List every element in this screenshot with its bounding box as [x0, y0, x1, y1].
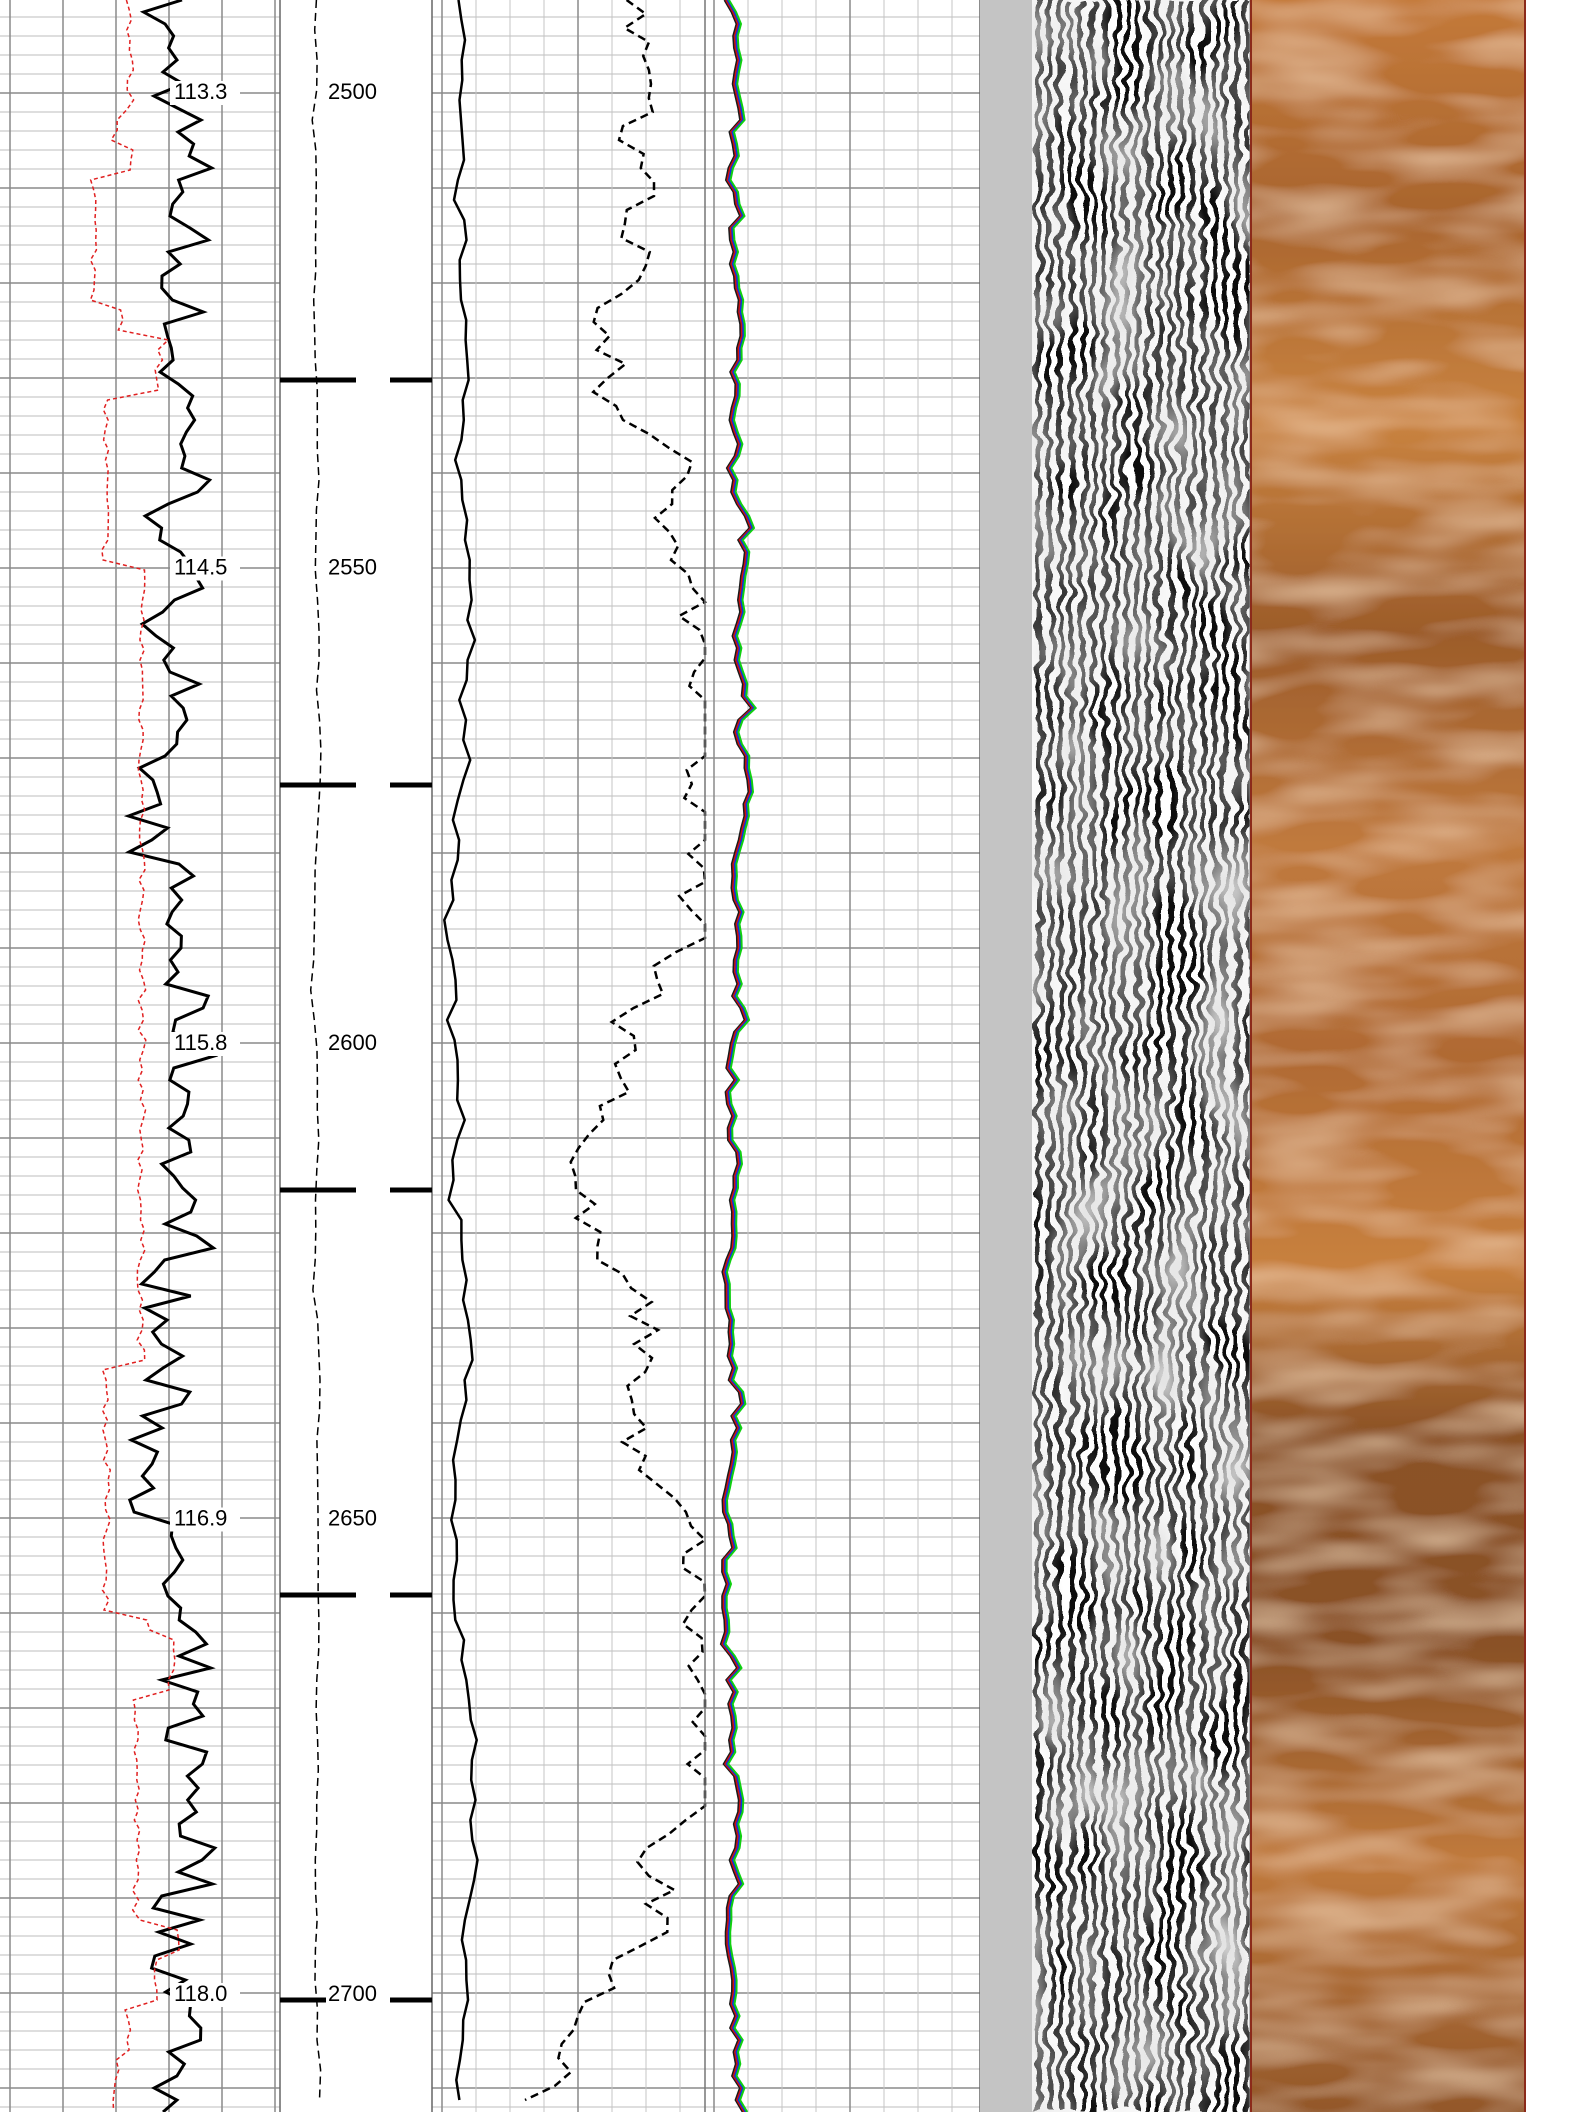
label-bg: [170, 556, 240, 581]
labels: 113.3 114.5 115.8 116.9 118.0 2500 2550 2600 265…: [170, 79, 386, 2007]
red-curve: [89, 0, 180, 2111]
solid-curve: [443, 0, 479, 2101]
colored-curve: [722, 0, 756, 2112]
depth-label: 2600: [328, 1030, 377, 1055]
label-bg: [170, 1983, 240, 2007]
colored-curve: [719, 0, 753, 2112]
colored-curve: [721, 0, 755, 2112]
time-label: 118.0: [174, 1981, 227, 2006]
waveform-track: [980, 0, 1251, 2112]
time-label: 113.3: [174, 79, 227, 104]
label-bg: [170, 1032, 240, 1056]
label-bg: [326, 1507, 386, 1532]
depth-label: 2650: [328, 1505, 377, 1530]
time-label: 114.5: [174, 554, 227, 579]
depth-label: 2550: [328, 554, 377, 579]
grid: [0, 0, 981, 2112]
dashed-curve: [524, 0, 707, 2102]
depth-dashed-curve: [309, 0, 322, 2101]
label-bg: [326, 81, 386, 105]
core-image-track: [1250, 0, 1526, 2112]
label-bg: [326, 1983, 386, 2007]
label-bg: [326, 1032, 386, 1056]
colored-curve: [724, 0, 758, 2112]
label-bg: [170, 81, 240, 105]
label-bg: [326, 556, 386, 581]
time-label: 116.9: [174, 1505, 227, 1530]
label-bg: [170, 1507, 240, 1532]
depth-label: 2500: [328, 79, 377, 104]
time-label: 115.8: [174, 1030, 227, 1055]
depth-label: 2700: [328, 1981, 377, 2006]
